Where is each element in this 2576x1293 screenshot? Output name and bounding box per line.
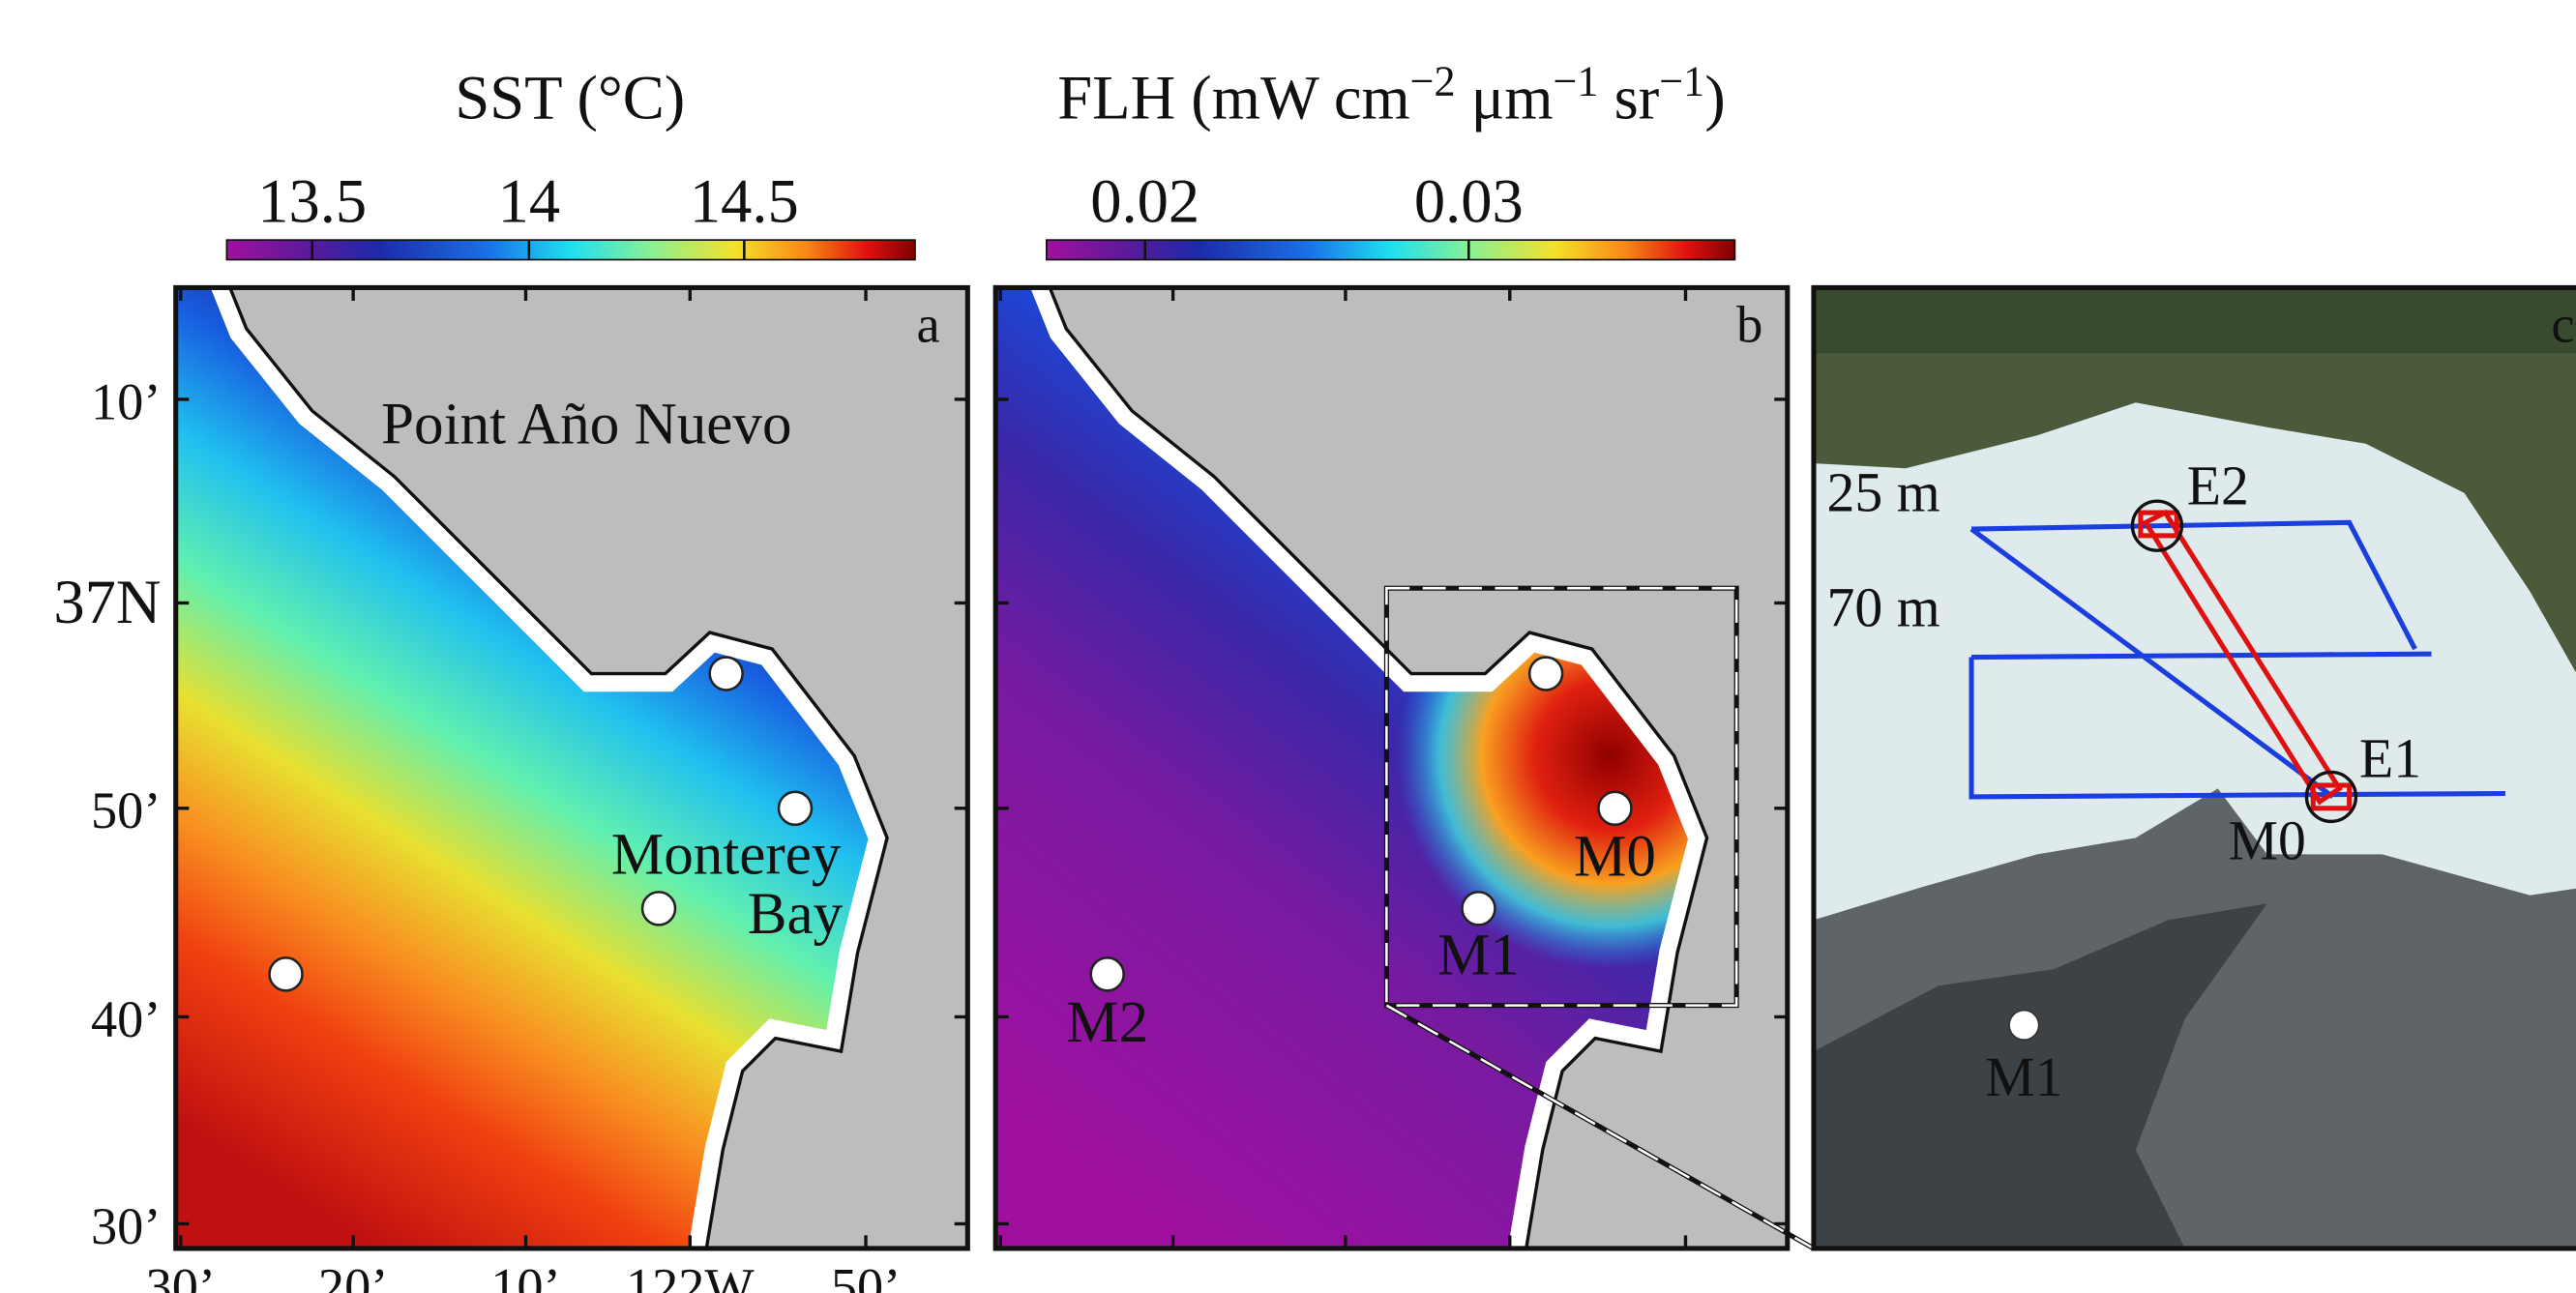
y-tick-label: 30’ [91,1197,161,1255]
title-part: sr [1599,62,1660,132]
map-label: M1 [1437,923,1520,987]
x-tick-label: 10’ [490,1258,560,1293]
y-tick-label: 37N [53,567,161,636]
colorbar-tick-label: 0.02 [1090,165,1199,235]
map-label: 25 m [1827,462,1940,523]
x-tick-label: 30’ [146,1258,216,1293]
colorbar [1047,240,1735,259]
y-tick-label: 50’ [91,781,161,839]
map-label: M0 [1574,824,1656,889]
map-label: 70 m [1827,577,1940,638]
x-tick-label: 50’ [831,1258,901,1293]
x-tick-label: 122W [626,1258,755,1293]
title-part: −1 [1659,58,1704,105]
title-part: ) [1704,62,1725,132]
colorbar-tick-label: 0.03 [1414,165,1524,235]
title-part: −2 [1410,58,1456,105]
map-label: M0 [2229,810,2306,871]
map-label: M2 [1066,990,1148,1055]
x-tick-label: 20’ [318,1258,388,1293]
figure: SST (°C)FLH (mW cm−2 μm−1 sr−1)13.51414.… [0,0,2576,1293]
colorbar-tick-label: 14 [498,165,561,235]
colorbar-title: SST (°C) [455,62,685,132]
layout [176,240,2576,1249]
map-c [1814,287,2576,1249]
colorbar-title: FLH (mW cm−2 μm−1 sr−1) [1057,58,1725,132]
map-b [995,287,1805,1249]
title-part: SST (°C) [455,62,685,132]
panel-letter: c [2551,295,2574,353]
map-label: Monterey [611,823,842,888]
y-tick-label: 10’ [91,372,161,430]
y-tick-label: 40’ [91,990,161,1048]
colorbar [226,240,915,259]
title-part: FLH (mW cm [1057,62,1409,132]
colorbar-tick-label: 13.5 [257,165,367,235]
colorbar-tick-label: 14.5 [690,165,799,235]
map-label: E1 [2359,729,2421,790]
map-label: Point Año Nuevo [381,393,792,457]
title-part: −1 [1554,58,1599,105]
map-label: Bay [748,882,844,947]
title-part: μm [1456,62,1554,132]
map-label: M1 [1985,1047,2062,1108]
panel-letter: a [917,295,940,353]
panel-letter: b [1736,295,1762,353]
map-label: E2 [2187,456,2249,517]
